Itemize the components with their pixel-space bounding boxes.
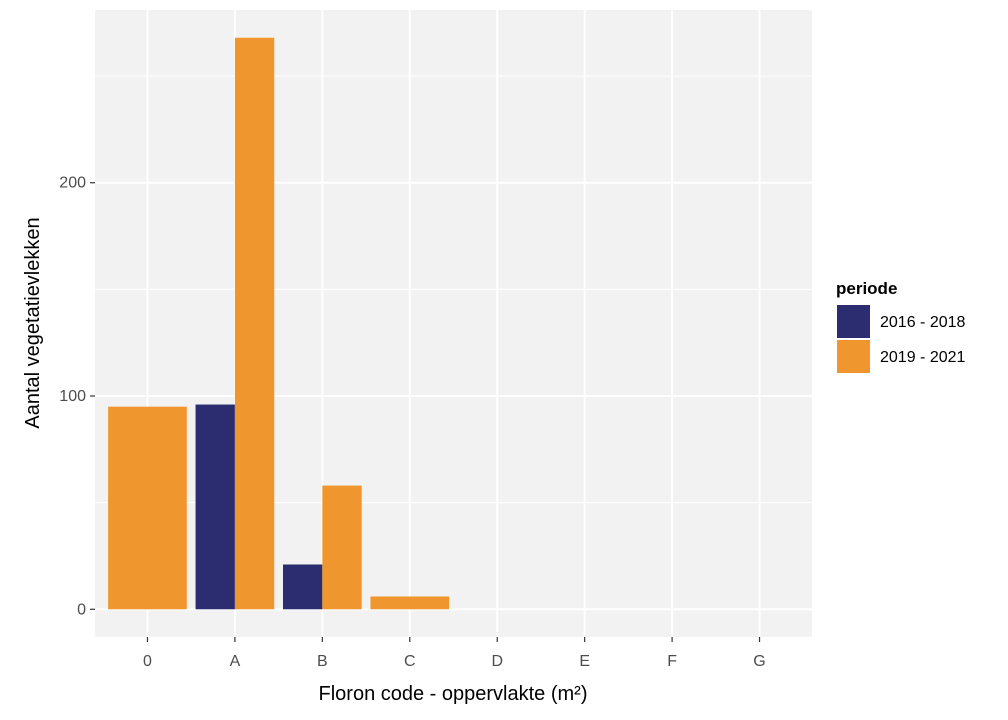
- bar-A-2019-2021: [234, 37, 275, 610]
- x-tick-label: G: [753, 653, 765, 670]
- x-tick-label: C: [404, 653, 416, 670]
- y-tick-label: 100: [59, 388, 86, 405]
- x-tick-label: A: [230, 653, 241, 670]
- bar-B-2019-2021: [322, 485, 362, 610]
- bar-A-2016-2018: [195, 404, 235, 610]
- x-tick-label: 0: [143, 653, 152, 670]
- x-tick-label: E: [579, 653, 590, 670]
- y-axis-title: Aantal vegetatievlekken: [22, 217, 44, 428]
- legend: periode 2016 - 2018 2019 - 2021: [836, 279, 966, 373]
- legend-key-2019-2021: [837, 340, 870, 373]
- legend-label: 2019 - 2021: [880, 349, 966, 366]
- x-tick-label: D: [491, 653, 503, 670]
- bar-0-2019-2021: [108, 406, 187, 610]
- legend-key-2016-2018: [837, 305, 870, 338]
- x-axis-title: Floron code - oppervlakte (m²): [319, 683, 588, 705]
- bar-C-2019-2021: [370, 596, 450, 610]
- x-axis-ticks: 0 A B C D E F G: [143, 637, 766, 670]
- legend-label: 2016 - 2018: [880, 314, 966, 331]
- y-tick-label: 200: [59, 175, 86, 192]
- legend-title: periode: [836, 279, 897, 298]
- y-axis-ticks: 0 100 200: [59, 175, 95, 618]
- x-tick-label: B: [317, 653, 328, 670]
- y-tick-label: 0: [77, 601, 86, 618]
- bar-B-2016-2018: [282, 564, 323, 610]
- x-tick-label: F: [667, 653, 677, 670]
- bars: [108, 37, 450, 610]
